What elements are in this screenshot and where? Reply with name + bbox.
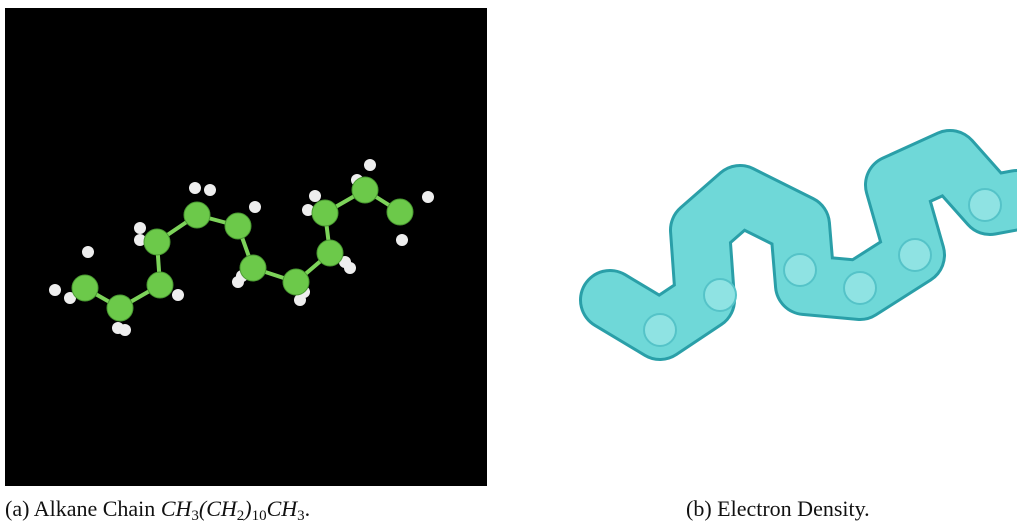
hydrogen-atom xyxy=(49,284,61,296)
formula: CH3(CH2)10CH3 xyxy=(161,496,305,521)
hydrogen-atom xyxy=(364,159,376,171)
hydrogen-atom xyxy=(396,234,408,246)
caption-text: Alkane Chain xyxy=(34,496,156,521)
hydrogen-atom xyxy=(172,289,184,301)
carbon-atom xyxy=(72,275,98,301)
carbon-atom xyxy=(387,199,413,225)
carbon-atom xyxy=(144,229,170,255)
carbon-atom xyxy=(184,202,210,228)
formula-part: (CH xyxy=(199,496,237,521)
caption-b: (b) Electron Density. xyxy=(686,496,870,522)
formula-part: ) xyxy=(244,496,251,521)
carbon-atom xyxy=(225,213,251,239)
formula-sub: 10 xyxy=(252,508,267,524)
formula-part: CH xyxy=(161,496,192,521)
caption-label: (a) xyxy=(5,496,29,521)
electron-density xyxy=(610,160,1017,346)
carbon-atom xyxy=(317,240,343,266)
formula-sub: 3 xyxy=(297,508,305,524)
density-lobe xyxy=(844,272,876,304)
hydrogen-atom xyxy=(422,191,434,203)
density-lobe xyxy=(644,314,676,346)
hydrogen-atom xyxy=(134,222,146,234)
hydrogen-atom xyxy=(249,201,261,213)
density-lobe xyxy=(899,239,931,271)
hydrogen-atom xyxy=(204,184,216,196)
hydrogen-atom xyxy=(119,324,131,336)
density-lobe xyxy=(969,189,1001,221)
caption-label: (b) xyxy=(686,496,712,521)
carbon-atom xyxy=(352,177,378,203)
hydrogen-atom xyxy=(309,190,321,202)
figure-images xyxy=(0,0,1017,490)
figure-page: (a) Alkane Chain CH3(CH2)10CH3. (b) Elec… xyxy=(0,0,1017,528)
hydrogen-atom xyxy=(82,246,94,258)
caption-end: . xyxy=(305,496,311,521)
caption-text: Electron Density. xyxy=(717,496,870,521)
density-lobe xyxy=(704,279,736,311)
formula-sub: 3 xyxy=(191,508,199,524)
carbon-atom xyxy=(240,255,266,281)
carbon-atom xyxy=(312,200,338,226)
hydrogen-atom xyxy=(189,182,201,194)
formula-part: CH xyxy=(267,496,298,521)
caption-a: (a) Alkane Chain CH3(CH2)10CH3. xyxy=(5,496,310,522)
carbon-atom xyxy=(147,272,173,298)
carbon-atom xyxy=(107,295,133,321)
carbon-atom xyxy=(283,269,309,295)
density-lobe xyxy=(784,254,816,286)
